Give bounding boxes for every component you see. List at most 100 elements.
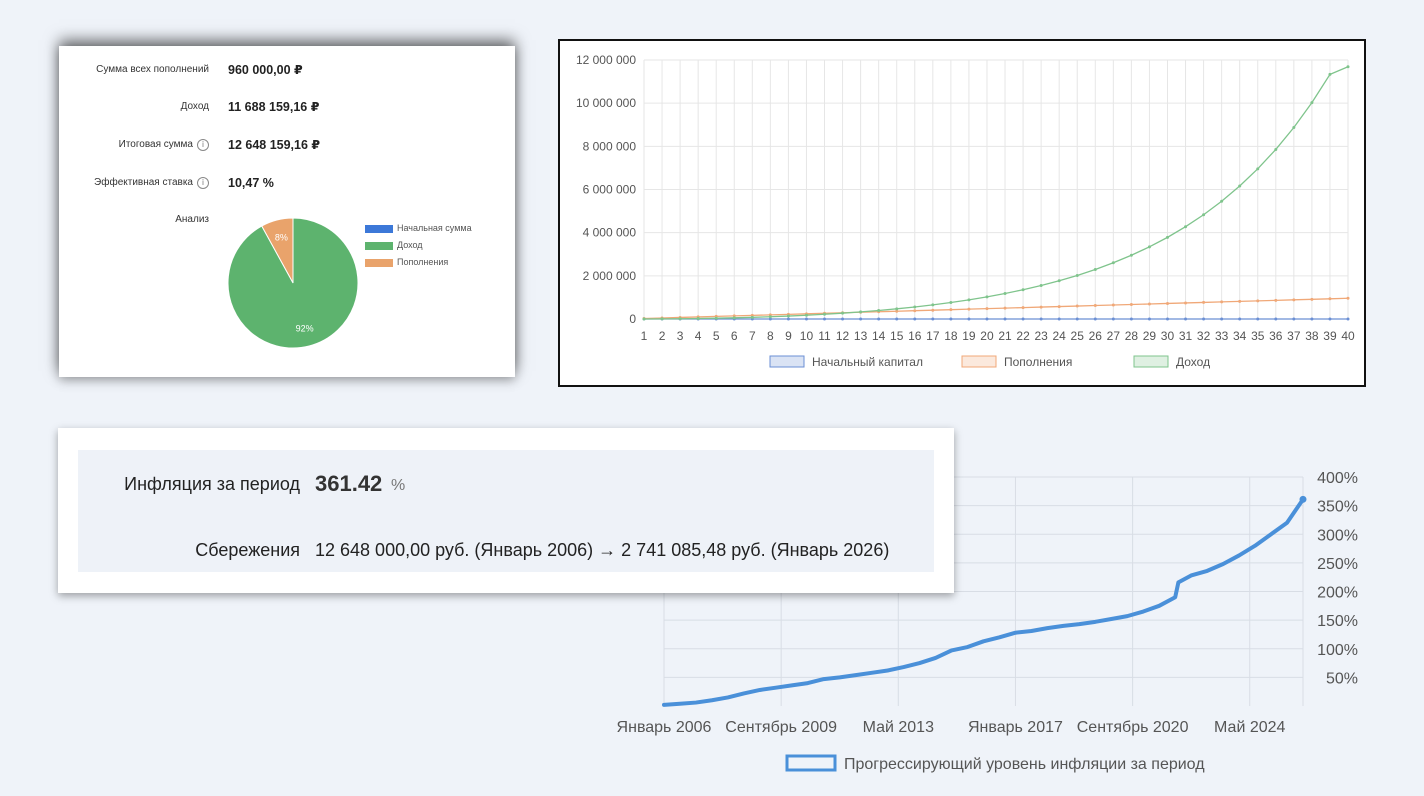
x-tick-label: 18 [944,329,958,343]
inflation-rate-label: Инфляция за период [124,474,300,494]
final-sum-label: Итоговая сумма [118,139,193,150]
info-icon[interactable]: i [197,139,209,151]
inflation-summary-card: Инфляция за период 361.42 % Сбережения 1… [58,428,954,593]
data-point [1292,317,1296,321]
legend-swatch [785,754,837,772]
data-point [768,315,772,319]
pie-slice [227,217,359,349]
pie-legend-item[interactable]: Пополнения [365,257,448,267]
data-point [804,313,808,317]
x-tick-label: 16 [908,329,922,343]
data-point [859,317,863,321]
y-tick-label: 100% [1317,642,1358,659]
data-point [985,307,989,311]
data-point [1093,304,1097,308]
data-point [1328,297,1332,301]
data-point [859,310,863,314]
data-point [1220,317,1224,321]
total-deposits-value: 960 000,00 ₽ [228,63,303,77]
data-point [1003,306,1007,310]
x-tick-label: 12 [836,329,850,343]
data-point [768,317,772,321]
growth-chart: 0 2 000 000 4 000 000 6 000 000 8 000 000 10 … [576,53,1355,369]
effective-rate-value: 10,47 % [228,176,274,190]
y-tick-label: 400% [1317,470,1358,487]
legend-swatch [769,355,805,368]
data-point [1220,199,1224,203]
x-tick-label: 28 [1125,329,1139,343]
data-point [1003,317,1007,321]
x-tick-label: 13 [854,329,868,343]
series-line [643,297,1349,320]
data-point [1003,292,1007,296]
data-point [1328,72,1332,76]
legend-item[interactable]: Пополнения [961,355,1072,369]
savings-value: 12 648 000,00 руб. (Январь 2006) → 2 741… [315,540,890,560]
data-point [1057,317,1061,321]
data-point [678,317,682,321]
data-point [1021,317,1025,321]
pie-legend-item[interactable]: Доход [365,240,423,250]
x-tick-label: 37 [1287,329,1301,343]
legend-swatch [365,241,393,250]
data-point [1220,300,1224,304]
inflation-line [662,497,1305,707]
x-tick-label: 25 [1071,329,1085,343]
final-sum-row: Итоговая сумма i 12 648 159,16 ₽ [59,135,515,155]
data-point [1021,288,1025,292]
data-point [823,317,827,321]
data-point [1238,317,1242,321]
x-tick-label: 38 [1305,329,1319,343]
pie-slice-label: 8% [275,233,288,243]
data-point [949,317,953,321]
data-point [1075,317,1079,321]
data-point [823,312,827,316]
data-point [1256,299,1260,303]
data-point [732,316,736,320]
x-tick-label: Сентябрь 2020 [1077,719,1189,736]
data-point [1202,213,1206,217]
data-point [1165,317,1169,321]
legend-label: Пополнения [1004,355,1072,369]
data-point [895,309,899,313]
data-point [1184,225,1188,229]
data-point [696,317,700,321]
legend-label: Доход [397,240,423,250]
x-tick-label: Май 2024 [1214,719,1285,736]
data-point [1292,298,1296,302]
data-point [1021,306,1025,310]
data-point [660,317,664,321]
growth-chart-card: 0 2 000 000 4 000 000 6 000 000 8 000 000 10 … [558,39,1366,387]
legend-item[interactable]: Доход [1133,355,1210,369]
data-point [1256,167,1260,171]
legend-item[interactable]: Начальный капитал [769,355,923,369]
data-point [913,317,917,321]
data-point [1111,317,1115,321]
pie-legend-item[interactable]: Начальная сумма [365,223,472,233]
legend-swatch [365,258,393,267]
legend-item[interactable]: Прогрессирующий уровень инфляции за пери… [785,754,1205,773]
data-point [1274,298,1278,302]
data-point [1310,101,1314,105]
data-point [1202,300,1206,304]
y-tick-label: 12 000 000 [576,53,636,67]
data-point [895,307,899,311]
data-point [1165,301,1169,305]
data-point [1147,317,1151,321]
data-point [1057,305,1061,309]
income-row: Доход 11 688 159,16 ₽ [59,97,515,117]
data-point [1111,303,1115,307]
x-tick-label: 14 [872,329,886,343]
data-point [1057,279,1061,283]
y-tick-label: 10 000 000 [576,96,636,110]
data-point [1075,273,1079,277]
inflation-rate-unit: % [391,477,406,494]
data-point [1256,317,1260,321]
info-icon[interactable]: i [197,177,209,189]
income-label: Доход [180,101,209,112]
effective-rate-row: Эффективная ставка i 10,47 % [59,173,515,193]
data-point [1147,245,1151,249]
data-point [1202,317,1206,321]
data-point [895,317,899,321]
y-tick-label: 0 [629,312,636,326]
